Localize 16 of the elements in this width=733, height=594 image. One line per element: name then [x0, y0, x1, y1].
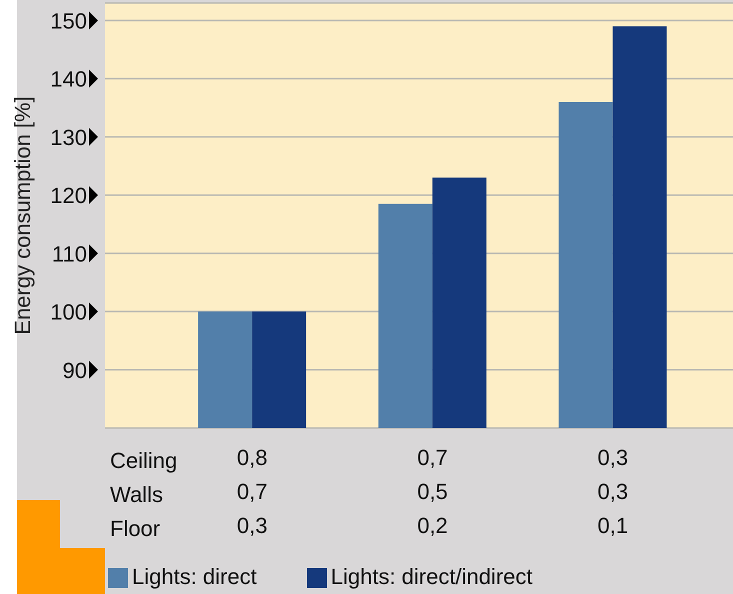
- legend-label: Lights: direct: [132, 564, 257, 589]
- y-tick-label: 150: [50, 8, 87, 34]
- y-tick-label: 130: [50, 124, 87, 150]
- text: Ceiling: [110, 447, 178, 475]
- y-tick-label: 120: [50, 183, 87, 208]
- x-tick-label: 0,3 0,3 0,1: [598, 445, 628, 538]
- y-tick-label: 110: [52, 241, 87, 266]
- text: Walls: [110, 481, 163, 509]
- y-tick-label: 140: [50, 66, 87, 92]
- y-tick-label: 100: [50, 300, 87, 325]
- legend-label: Lights: direct/indirect: [330, 564, 532, 589]
- y-tick-label: 90: [62, 358, 87, 383]
- x-tick-label: 0,8 0,7 0,3: [236, 445, 268, 538]
- y-axis-title: Energy consumption [%]: [10, 96, 35, 335]
- x-tick-label: 0,7 0,5 0,2: [417, 445, 448, 538]
- text: Floor: [110, 515, 160, 543]
